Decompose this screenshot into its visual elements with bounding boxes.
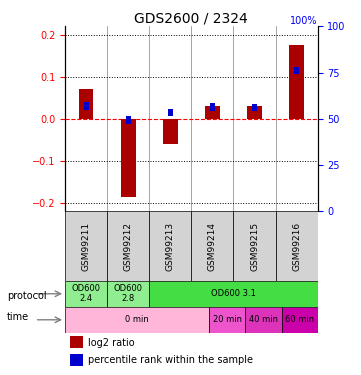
FancyBboxPatch shape: [107, 281, 149, 307]
Text: 40 min: 40 min: [249, 315, 278, 324]
FancyBboxPatch shape: [282, 307, 318, 333]
Text: log2 ratio: log2 ratio: [88, 338, 134, 348]
Text: OD600
2.8: OD600 2.8: [114, 284, 143, 303]
Bar: [247, 106, 262, 119]
FancyBboxPatch shape: [65, 211, 107, 281]
Text: 60 min: 60 min: [285, 315, 314, 324]
Bar: [294, 67, 299, 75]
Bar: [168, 108, 173, 116]
Text: OD600 3.1: OD600 3.1: [211, 289, 256, 298]
FancyBboxPatch shape: [234, 211, 275, 281]
Text: GSM99211: GSM99211: [82, 222, 91, 271]
Bar: [83, 102, 88, 110]
Bar: [70, 354, 83, 366]
Text: protocol: protocol: [7, 291, 47, 301]
Text: 20 min: 20 min: [213, 315, 242, 324]
Text: 0 min: 0 min: [125, 315, 149, 324]
FancyBboxPatch shape: [107, 211, 149, 281]
Bar: [121, 119, 135, 196]
Bar: [205, 106, 220, 119]
FancyBboxPatch shape: [149, 211, 191, 281]
FancyBboxPatch shape: [245, 307, 282, 333]
Text: GSM99214: GSM99214: [208, 222, 217, 270]
Text: OD600
2.4: OD600 2.4: [71, 284, 100, 303]
Bar: [252, 104, 257, 111]
FancyBboxPatch shape: [65, 307, 209, 333]
Text: GSM99212: GSM99212: [124, 222, 132, 270]
FancyBboxPatch shape: [65, 281, 107, 307]
Text: time: time: [7, 312, 29, 322]
Bar: [163, 119, 178, 144]
FancyBboxPatch shape: [275, 211, 318, 281]
FancyBboxPatch shape: [149, 281, 318, 307]
Bar: [289, 45, 304, 119]
FancyBboxPatch shape: [209, 307, 245, 333]
Text: GSM99213: GSM99213: [166, 222, 175, 271]
Bar: [126, 116, 131, 123]
Bar: [79, 89, 93, 119]
Bar: [70, 336, 83, 348]
Text: 100%: 100%: [290, 16, 318, 26]
Bar: [210, 103, 215, 111]
Title: GDS2600 / 2324: GDS2600 / 2324: [134, 11, 248, 25]
Text: GSM99215: GSM99215: [250, 222, 259, 271]
FancyBboxPatch shape: [191, 211, 234, 281]
Text: percentile rank within the sample: percentile rank within the sample: [88, 355, 253, 365]
Text: GSM99216: GSM99216: [292, 222, 301, 271]
